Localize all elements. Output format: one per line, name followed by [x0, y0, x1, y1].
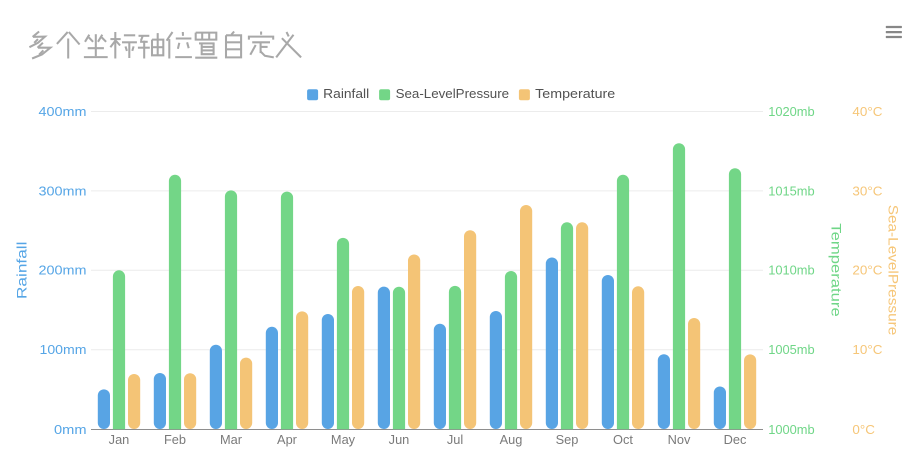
svg-text:Mar: Mar: [220, 432, 243, 447]
svg-text:1020mb: 1020mb: [768, 104, 815, 119]
svg-text:Temperature: Temperature: [535, 86, 615, 101]
svg-text:Sea-LevelPressure: Sea-LevelPressure: [396, 86, 510, 101]
svg-text:May: May: [331, 432, 356, 447]
svg-text:Rainfall: Rainfall: [323, 86, 369, 101]
svg-text:200mm: 200mm: [39, 263, 87, 278]
svg-text:Aug: Aug: [500, 432, 523, 447]
svg-text:Temperature: Temperature: [828, 223, 844, 317]
svg-text:100mm: 100mm: [40, 342, 87, 357]
svg-text:Dec: Dec: [724, 432, 747, 447]
svg-text:1005mb: 1005mb: [768, 342, 815, 357]
svg-text:30°C: 30°C: [852, 183, 882, 198]
svg-text:1010mb: 1010mb: [768, 263, 815, 278]
svg-text:Feb: Feb: [164, 432, 186, 447]
svg-text:Jun: Jun: [389, 432, 410, 447]
svg-text:400mm: 400mm: [39, 104, 87, 119]
svg-text:40°C: 40°C: [852, 104, 882, 119]
svg-text:Nov: Nov: [668, 432, 691, 447]
svg-text:1000mb: 1000mb: [768, 422, 815, 437]
svg-text:Apr: Apr: [277, 432, 298, 447]
svg-text:Jul: Jul: [447, 432, 463, 447]
svg-text:Rainfall: Rainfall: [13, 242, 29, 300]
svg-text:Sep: Sep: [556, 432, 579, 447]
svg-text:10°C: 10°C: [852, 342, 882, 357]
svg-text:1015mb: 1015mb: [768, 183, 815, 198]
svg-text:Sea-LevelPressure: Sea-LevelPressure: [886, 205, 902, 336]
svg-text:Jan: Jan: [109, 432, 130, 447]
svg-text:0mm: 0mm: [54, 422, 87, 437]
svg-text:300mm: 300mm: [39, 183, 87, 198]
svg-text:20°C: 20°C: [852, 263, 882, 278]
svg-text:Oct: Oct: [613, 432, 633, 447]
svg-text:0°C: 0°C: [852, 422, 875, 437]
